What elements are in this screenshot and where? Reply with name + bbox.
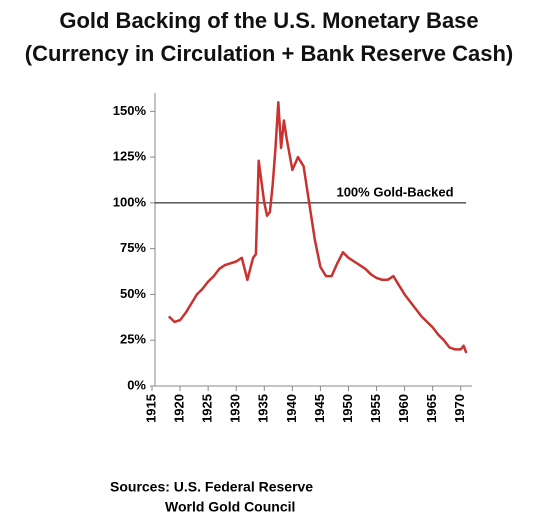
y-tick-label: 100% — [113, 194, 147, 209]
y-tick-label: 25% — [120, 332, 146, 347]
source: World Gold Council — [165, 499, 295, 515]
y-tick-label: 75% — [120, 240, 146, 255]
y-tick-label: 50% — [120, 286, 146, 301]
x-tick-label: 1915 — [143, 394, 158, 423]
x-tick-label: 1965 — [424, 394, 439, 423]
x-tick-label: 1935 — [256, 394, 271, 423]
annotation: 100% Gold-Backed — [336, 184, 453, 199]
y-tick-label: 0% — [127, 377, 146, 392]
x-tick-label: 1960 — [396, 394, 411, 423]
data-line — [167, 100, 468, 354]
x-tick-label: 1920 — [172, 394, 187, 423]
y-tick-label: 150% — [113, 103, 147, 118]
x-tick-label: 1970 — [452, 394, 467, 423]
source: Sources: U.S. Federal Reserve — [110, 479, 313, 495]
x-tick-label: 1940 — [284, 394, 299, 423]
x-tick-label: 1950 — [340, 394, 355, 423]
x-tick-label: 1925 — [200, 394, 215, 423]
x-tick-label: 1955 — [368, 394, 383, 423]
y-tick-label: 125% — [113, 149, 147, 164]
chart-title: Gold Backing of the U.S. Monetary Base — [59, 8, 478, 33]
chart-title: (Currency in Circulation + Bank Reserve … — [25, 41, 513, 66]
x-tick-label: 1930 — [228, 394, 243, 423]
x-tick-label: 1945 — [312, 394, 327, 423]
